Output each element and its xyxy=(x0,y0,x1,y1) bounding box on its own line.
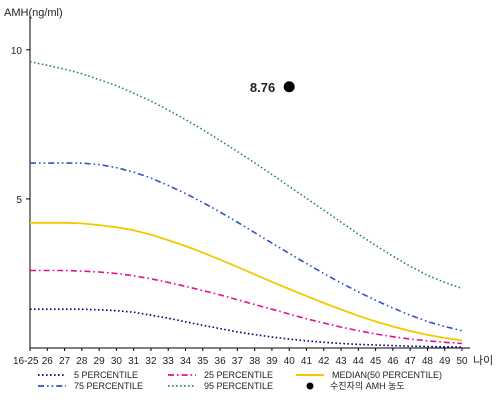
x-tick-label: 39 xyxy=(266,356,278,367)
x-tick-label: 38 xyxy=(249,356,261,367)
legend-label: 95 PERCENTILE xyxy=(204,381,273,391)
x-tick-label: 26 xyxy=(42,356,54,367)
series-line-median-50-percentile xyxy=(30,221,463,342)
x-tick-label: 33 xyxy=(163,356,175,367)
x-tick-label: 27 xyxy=(59,356,71,367)
legend-label: 5 PERCENTILE xyxy=(74,370,138,380)
legend-marker-dot xyxy=(306,382,314,390)
x-tick-label: 45 xyxy=(370,356,382,367)
x-tick-label: 43 xyxy=(335,356,347,367)
x-tick-label: 49 xyxy=(439,356,451,367)
x-tick-label: 46 xyxy=(387,356,399,367)
x-tick-label: 41 xyxy=(301,356,313,367)
x-tick-label: 50 xyxy=(456,356,468,367)
x-tick-label: 31 xyxy=(128,356,140,367)
patient-marker-group: 8.76 xyxy=(250,80,295,95)
legend-label: 25 PERCENTILE xyxy=(204,370,273,380)
series-line-95-percentile xyxy=(29,60,463,290)
x-tick-label: 30 xyxy=(111,356,123,367)
patient-value-point xyxy=(283,81,295,93)
x-tick-label: 28 xyxy=(76,356,88,367)
series-line-25-percentile xyxy=(30,269,463,345)
x-tick-label: 48 xyxy=(422,356,434,367)
x-axis-title: 나이 xyxy=(473,354,493,367)
x-tick-label: 29 xyxy=(94,356,106,367)
x-tick-label: 34 xyxy=(180,356,192,367)
chart-legend: 5 PERCENTILE 25 PERCENTILE MEDIAN(50 PERCE… xyxy=(38,370,442,391)
x-tick-label: 44 xyxy=(353,356,365,367)
y-axis-title: AMH(ng/ml) xyxy=(4,7,63,19)
x-tick-label: 42 xyxy=(318,356,330,367)
x-tick-label: 37 xyxy=(232,356,244,367)
series-line-75-percentile xyxy=(30,162,463,332)
x-tick-label: 47 xyxy=(405,356,417,367)
x-tick-label: 36 xyxy=(215,356,227,367)
y-tick-label: 5 xyxy=(16,195,22,206)
chart-axes: AMH(ng/ml) 나이 5 10 16-25 26 27 28 29 30 31 32 33 34 35… xyxy=(4,7,493,367)
x-tick-label: 40 xyxy=(284,356,296,367)
legend-label: 75 PERCENTILE xyxy=(74,381,143,391)
x-tick-label: 32 xyxy=(145,356,157,367)
chart-series xyxy=(29,60,463,348)
patient-value-label: 8.76 xyxy=(250,80,275,95)
y-tick-label: 10 xyxy=(11,46,23,57)
x-tick-label: 16-25 xyxy=(13,356,39,367)
x-tick-label: 35 xyxy=(197,356,209,367)
legend-label: 수진자의 AMH 농도 xyxy=(330,381,405,391)
legend-label: MEDIAN(50 PERCENTILE) xyxy=(332,370,442,380)
